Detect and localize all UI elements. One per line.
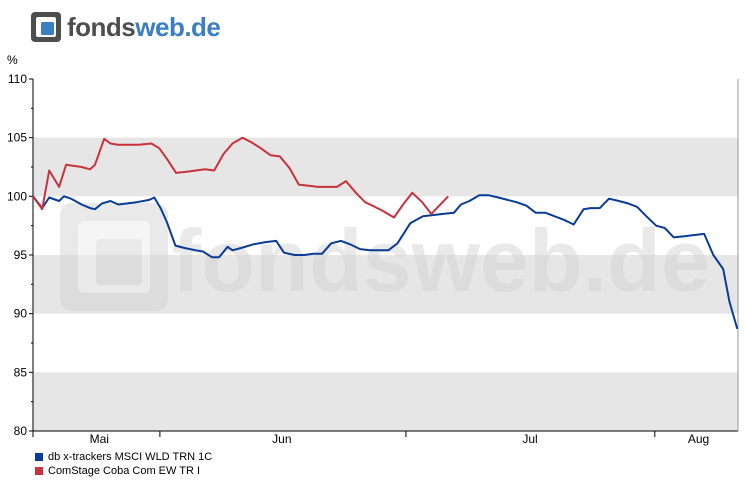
chart-series (32, 136, 739, 330)
legend-swatch-1 (35, 467, 43, 475)
series-line-0 (32, 194, 739, 330)
y-tick-label-5: 105 (7, 131, 27, 145)
fondsweb-logo-icon (31, 12, 61, 42)
chart-watermark: fondsweb.de (60, 203, 710, 311)
legend-item-1: ComStage Coba Com EW TR I (35, 465, 200, 477)
grid-band-4 (33, 137, 738, 197)
legend-label-0: db x-trackers MSCI WLD TRN 1C (48, 451, 213, 463)
chart-axes: 80 85 90 95 100 105 110% Mai Jun Jul Aug (7, 53, 739, 446)
grid-band-0 (33, 372, 738, 431)
x-tick-label-0: Mai (90, 432, 109, 446)
fondsweb-logo-text: fondsweb.de (67, 11, 221, 42)
legend-label-1: ComStage Coba Com EW TR I (48, 465, 201, 477)
chart-grid-bands (33, 137, 738, 431)
fondsweb-logo: fondsweb.de (30, 10, 221, 44)
series-line-1 (32, 136, 449, 219)
legend-item-0: db x-trackers MSCI WLD TRN 1C (35, 451, 212, 463)
y-tick-label-0: 80 (14, 424, 28, 438)
x-tick-label-1: Jun (272, 432, 291, 446)
y-tick-label-4: 100 (7, 189, 27, 203)
y-tick-label-3: 95 (14, 248, 28, 262)
y-axis-label: % (7, 53, 18, 67)
y-tick-label-2: 90 (14, 307, 28, 321)
watermark-text: fondsweb.de (172, 211, 710, 310)
x-tick-label-2: Jul (522, 432, 537, 446)
y-tick-label-6: 110 (8, 72, 27, 86)
y-tick-label-1: 85 (14, 365, 28, 379)
legend-swatch-0 (35, 453, 43, 461)
watermark-icon-core (96, 239, 142, 285)
x-tick-label-3: Aug (688, 432, 709, 446)
